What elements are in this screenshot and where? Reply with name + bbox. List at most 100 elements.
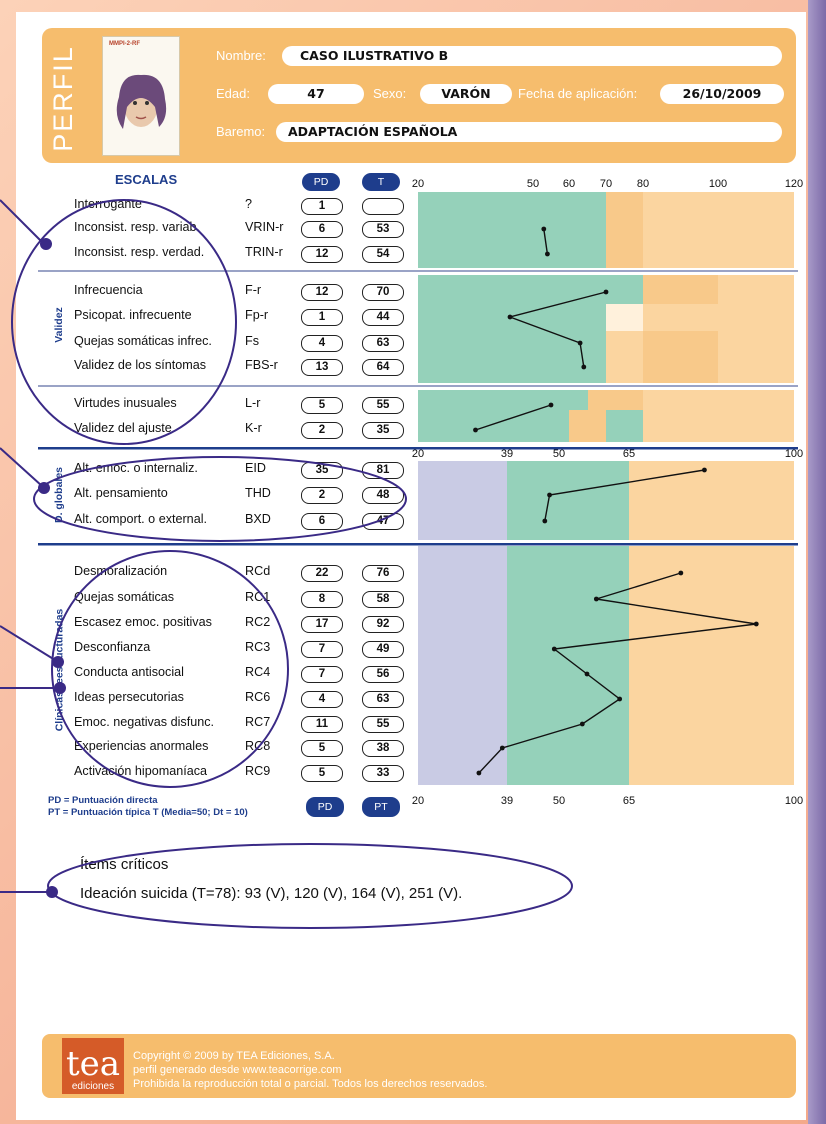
test-cover-image: MMPI-2-RF — [102, 36, 180, 156]
bottom-axis-tick-label: 39 — [501, 795, 513, 807]
pd-score-box: 35 — [301, 462, 343, 479]
t-score-box: 38 — [362, 740, 404, 757]
zone-orange-dark — [569, 410, 606, 442]
scales-heading: ESCALAS — [115, 172, 178, 187]
pd-bottom-pill: PD — [306, 797, 344, 817]
t-score-box: 81 — [362, 462, 404, 479]
scale-abbreviation: RCd — [245, 564, 271, 578]
legend-line-pd: PD = Puntuación directa — [48, 795, 158, 806]
t-score-box: 56 — [362, 666, 404, 683]
top-axis-tick-label: 120 — [785, 178, 803, 190]
t-score-box: 33 — [362, 765, 404, 782]
bottom-axis-tick-label: 65 — [623, 795, 635, 807]
top-axis-tick-label: 80 — [637, 178, 649, 190]
scale-name: Alt. pensamiento — [74, 486, 168, 500]
mid-axis-tick-label: 39 — [501, 448, 513, 460]
scale-abbreviation: RC3 — [245, 640, 271, 654]
scale-name: Infrecuencia — [74, 283, 143, 297]
t-score-box: 35 — [362, 422, 404, 439]
pd-score-box: 1 — [301, 309, 343, 326]
section-divider — [38, 447, 798, 450]
fecha-label: Fecha de aplicación: — [518, 86, 638, 101]
cover-title: MMPI-2-RF — [109, 41, 140, 47]
validity-series-1-point — [577, 340, 583, 346]
scale-name: Alt. emoc. o internaliz. — [74, 461, 198, 475]
scale-name: Interrogante — [74, 197, 142, 211]
pd-column-header: PD — [302, 173, 340, 191]
top-axis-tick-label: 20 — [412, 178, 424, 190]
scale-name: Alt. comport. o external. — [74, 512, 207, 526]
validity-series-1-point — [603, 289, 609, 295]
scale-name: Conducta antisocial — [74, 665, 184, 679]
pd-score-box: 11 — [301, 716, 343, 733]
scale-name: Virtudes inusuales — [74, 396, 177, 410]
mid-axis-tick-label: 100 — [785, 448, 803, 460]
zone-low — [418, 546, 507, 785]
zone-green — [418, 331, 606, 383]
validity-series-2-point — [473, 427, 478, 433]
t-score-box: 76 — [362, 565, 404, 582]
bottom-axis-tick-label: 100 — [785, 795, 803, 807]
baremo-value: ADAPTACIÓN ESPAÑOLA — [276, 122, 782, 142]
scale-name: Validez del ajuste — [74, 421, 172, 435]
zone-orange-dark — [643, 275, 718, 304]
scale-abbreviation: RC9 — [245, 764, 271, 778]
baremo-label: Baremo: — [216, 124, 266, 139]
clinical-series-point — [579, 721, 585, 727]
bottom-axis-tick-label: 20 — [412, 795, 424, 807]
t-score-box: 49 — [362, 641, 404, 658]
validity-series-0-line — [543, 228, 549, 255]
pd-score-box: 13 — [301, 359, 343, 376]
footer-rights: Prohibida la reproducción total o parcia… — [133, 1078, 488, 1090]
legend-line-pt: PT = Puntuación típica T (Media=50; Dt =… — [48, 807, 248, 818]
t-score-box: 53 — [362, 221, 404, 238]
pt-bottom-pill: PT — [362, 797, 400, 817]
higher-order-series-point — [542, 518, 548, 524]
pd-score-box: 7 — [301, 641, 343, 658]
top-axis-tick-label: 100 — [709, 178, 727, 190]
scale-name: Inconsist. resp. variab. — [74, 220, 200, 234]
zone-low — [418, 461, 507, 540]
scale-abbreviation: RC6 — [245, 690, 271, 704]
clinical-series-point — [753, 621, 759, 627]
zone-normal — [507, 461, 629, 540]
validity-series-1-line — [507, 291, 607, 368]
validity-series-0-point — [545, 251, 550, 257]
scale-abbreviation: Fp-r — [245, 308, 269, 322]
scale-abbreviation: RC4 — [245, 665, 271, 679]
group-label-clinicas: Clínicas reestructuradas — [53, 608, 65, 732]
pd-score-box: 22 — [301, 565, 343, 582]
zone-light — [606, 304, 643, 331]
footer-url: perfil generado desde www.teacorrige.com — [133, 1064, 342, 1076]
clinical-series-point — [499, 745, 505, 751]
mid-axis-tick-label: 50 — [553, 448, 565, 460]
pd-score-box: 5 — [301, 397, 343, 414]
critical-items-title: Ítems críticos — [80, 856, 169, 873]
group-label-globales: D. globales — [53, 466, 66, 524]
side-border — [808, 0, 826, 1124]
scale-abbreviation: RC8 — [245, 739, 271, 753]
scale-abbreviation: ? — [245, 197, 253, 211]
section-divider — [38, 385, 798, 387]
zone-high — [629, 546, 794, 785]
sexo-value: VARÓN — [420, 84, 512, 104]
section-divider — [38, 270, 798, 272]
scale-abbreviation: K-r — [245, 421, 262, 435]
scale-name: Desconfianza — [74, 640, 151, 654]
zone-high — [629, 461, 794, 540]
clinical-series-point — [551, 646, 557, 652]
pd-score-box: 2 — [301, 422, 343, 439]
scale-abbreviation: F-r — [245, 283, 262, 297]
scale-name: Escasez emoc. positivas — [74, 615, 212, 629]
zone-orange-dark — [606, 192, 643, 268]
validity-series-0-point — [541, 226, 547, 232]
scale-name: Quejas somáticas infrec. — [74, 334, 212, 348]
higher-order-series-point — [547, 492, 552, 498]
zone-orange-dark — [588, 390, 643, 410]
section-divider — [38, 543, 798, 546]
pd-score-box: 4 — [301, 335, 343, 352]
validity-series-1-point — [507, 314, 513, 320]
validity-series-2-point — [548, 402, 554, 408]
bottom-axis-tick-label: 50 — [553, 795, 565, 807]
